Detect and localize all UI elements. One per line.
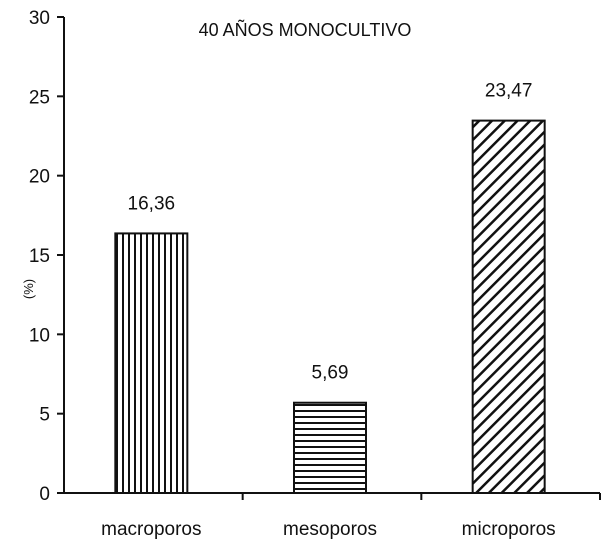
bar-macroporos [114, 232, 189, 494]
category-label-macroporos: macroporos [101, 519, 201, 540]
data-label-microporos: 23,47 [485, 81, 533, 102]
bar-mesoporos [293, 401, 367, 494]
category-label-microporos: microporos [462, 519, 556, 540]
y-tick-label: 25 [29, 87, 50, 108]
bar-microporos [471, 119, 546, 494]
y-tick-label: 20 [29, 167, 50, 188]
y-tick-label: 15 [29, 246, 50, 267]
y-tick-label: 10 [29, 325, 50, 346]
chart-title: 40 AÑOS MONOCULTIVO [199, 19, 412, 40]
category-label-mesoporos: mesoporos [283, 519, 377, 540]
y-tick-label: 5 [39, 405, 50, 426]
y-tick-label: 30 [29, 8, 50, 29]
labels: 16,36 macroporos 5,69 mesoporos 23,47 micropo… [101, 81, 555, 540]
data-label-mesoporos: 5,69 [312, 363, 349, 384]
data-label-macroporos: 16,36 [128, 193, 176, 214]
bars [114, 119, 546, 494]
y-axis-label: (%) [21, 279, 36, 299]
y-tick-label: 0 [39, 484, 50, 505]
